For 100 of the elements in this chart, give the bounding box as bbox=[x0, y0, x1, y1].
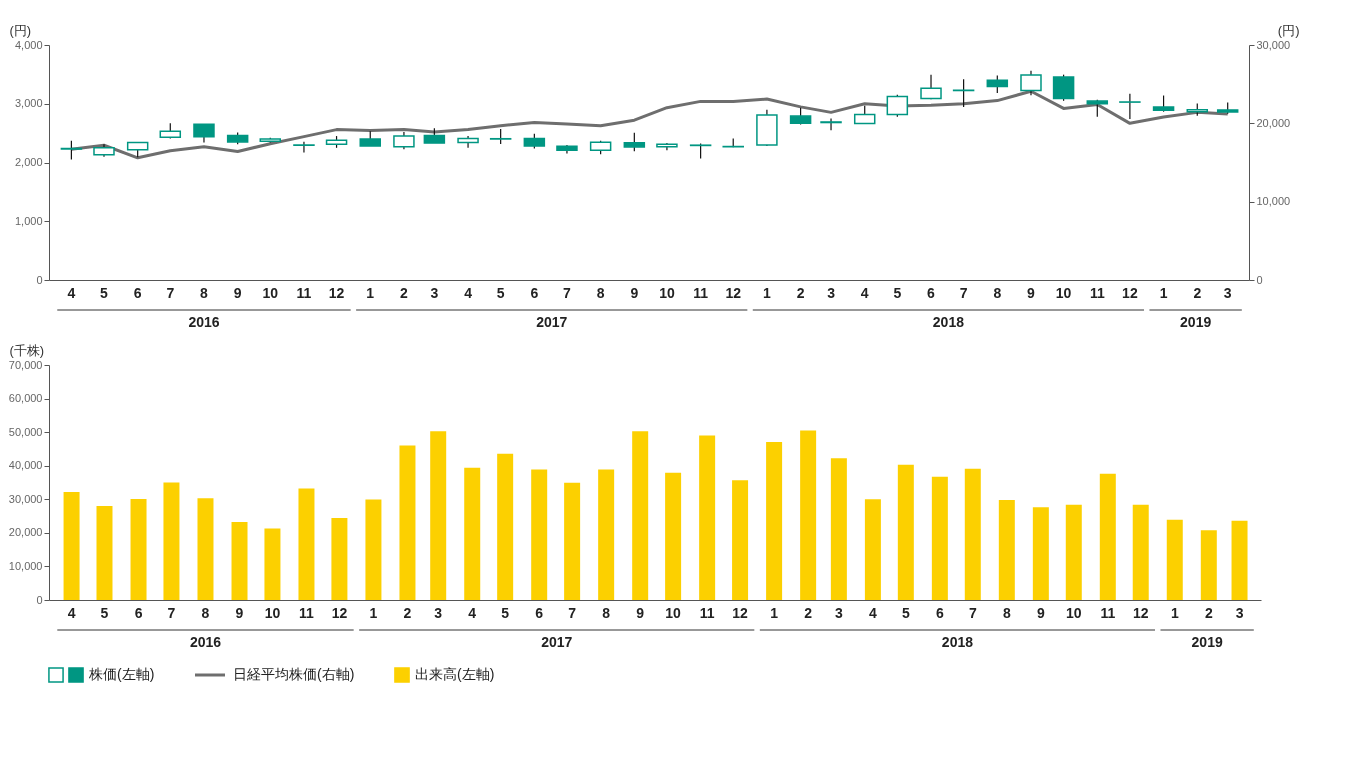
x-tick-label: 7 bbox=[167, 605, 176, 621]
bar bbox=[231, 522, 248, 600]
x-tick-label: 9 bbox=[233, 285, 242, 301]
x-tick-label: 10 bbox=[264, 605, 281, 621]
x-tick-label: 7 bbox=[959, 285, 968, 301]
y2-tick-label: 0 bbox=[1256, 273, 1263, 286]
y-tick-label: 40,000 bbox=[8, 459, 43, 472]
x-tick-label: 8 bbox=[993, 285, 1002, 301]
x-tick-label: 9 bbox=[630, 285, 639, 301]
x-tick-label: 12 bbox=[328, 285, 345, 301]
candlestick bbox=[820, 117, 842, 131]
x-tick-label: 3 bbox=[827, 285, 836, 301]
x-tick-label: 3 bbox=[1223, 285, 1232, 301]
x-tick-label: 8 bbox=[201, 605, 210, 621]
x-tick-label: 6 bbox=[535, 605, 544, 621]
candlestick bbox=[952, 78, 975, 108]
x-tick-label: 9 bbox=[1036, 605, 1045, 621]
y-tick-label: 70,000 bbox=[8, 358, 43, 371]
candlestick bbox=[920, 74, 942, 100]
bar bbox=[732, 480, 749, 600]
bar bbox=[399, 445, 416, 600]
y-tick-label: 50,000 bbox=[8, 425, 43, 438]
candlestick bbox=[1052, 74, 1075, 102]
x-tick-label: 2 bbox=[804, 605, 813, 621]
bar bbox=[1099, 473, 1116, 600]
text: 2019 bbox=[1191, 634, 1223, 650]
y-tick-label: 0 bbox=[36, 273, 43, 286]
x-tick-label: 7 bbox=[563, 285, 572, 301]
text: 2017 bbox=[536, 314, 568, 330]
bar bbox=[1065, 504, 1082, 600]
x-tick-label: 1 bbox=[763, 285, 772, 301]
x-tick-label: 7 bbox=[166, 285, 175, 301]
x-tick-label: 2 bbox=[1204, 605, 1213, 621]
x-tick-label: 1 bbox=[366, 285, 375, 301]
x-tick-label: 2 bbox=[796, 285, 805, 301]
x-tick-label: 5 bbox=[893, 285, 902, 301]
bar bbox=[497, 453, 514, 600]
x-tick-label: 5 bbox=[501, 605, 510, 621]
bar bbox=[998, 499, 1015, 600]
x-tick-label: 4 bbox=[67, 605, 76, 621]
candlestick bbox=[886, 94, 909, 118]
x-tick-label: 10 bbox=[262, 285, 279, 301]
x-tick-label: 2 bbox=[400, 285, 409, 301]
x-tick-label: 6 bbox=[134, 605, 143, 621]
x-tick-label: 2 bbox=[1193, 285, 1202, 301]
x-tick-label: 10 bbox=[1055, 285, 1072, 301]
legend-label: 日経平均株価(右軸) bbox=[233, 666, 355, 682]
y2-tick-label: 10,000 bbox=[1256, 195, 1291, 208]
x-tick-label: 12 bbox=[1122, 285, 1138, 301]
x-tick-label: 5 bbox=[496, 285, 505, 301]
x-tick-label: 12 bbox=[1132, 605, 1149, 621]
x-tick-label: 5 bbox=[100, 605, 109, 621]
x-tick-label: 10 bbox=[665, 605, 682, 621]
x-tick-label: 6 bbox=[935, 605, 944, 621]
x-tick-label: 11 bbox=[1089, 285, 1105, 301]
x-tick-label: 5 bbox=[901, 605, 910, 621]
bar bbox=[96, 506, 113, 600]
x-tick-label: 6 bbox=[530, 285, 539, 301]
x-tick-label: 8 bbox=[1002, 605, 1011, 621]
bar bbox=[632, 431, 649, 600]
y2-tick-label: 30,000 bbox=[1256, 38, 1291, 51]
x-tick-label: 3 bbox=[834, 605, 843, 621]
y-tick-label: 20,000 bbox=[8, 526, 43, 539]
legend-label: 株価(左軸) bbox=[88, 666, 155, 682]
y-tick-label: 3,000 bbox=[14, 97, 43, 110]
candlestick bbox=[293, 141, 315, 154]
x-tick-label: 10 bbox=[1065, 605, 1082, 621]
text: 2019 bbox=[1180, 314, 1212, 330]
x-tick-label: 4 bbox=[468, 605, 477, 621]
x-tick-label: 6 bbox=[927, 285, 936, 301]
bar bbox=[531, 469, 548, 600]
text: 2016 bbox=[189, 634, 222, 650]
bar bbox=[1200, 530, 1217, 600]
bar bbox=[430, 431, 447, 600]
x-tick-label: 4 bbox=[464, 285, 473, 301]
x-tick-label: 3 bbox=[430, 285, 439, 301]
text: 2016 bbox=[188, 314, 220, 330]
x-tick-label: 9 bbox=[1027, 285, 1036, 301]
x-tick-label: 3 bbox=[1235, 605, 1244, 621]
x-tick-label: 3 bbox=[434, 605, 443, 621]
x-tick-label: 2 bbox=[403, 605, 412, 621]
y-tick-label: 2,000 bbox=[14, 156, 43, 168]
candlestick bbox=[623, 132, 646, 152]
bar bbox=[665, 472, 682, 600]
x-tick-label: 1 bbox=[369, 605, 378, 621]
y-axis-title: (千株) bbox=[9, 342, 45, 358]
x-tick-label: 1 bbox=[1159, 285, 1168, 301]
bar bbox=[766, 441, 783, 600]
bar bbox=[63, 491, 80, 600]
bar bbox=[464, 467, 481, 600]
x-tick-label: 8 bbox=[596, 285, 605, 301]
y-tick-label: 1,000 bbox=[14, 214, 43, 227]
y2-axis-title: (円) bbox=[1277, 22, 1300, 38]
bar bbox=[1132, 504, 1149, 600]
candlestick bbox=[457, 135, 479, 149]
text: 2017 bbox=[541, 634, 573, 650]
bar bbox=[197, 498, 214, 600]
legend-label: 出来高(左軸) bbox=[415, 666, 495, 682]
x-tick-label: 12 bbox=[725, 285, 742, 301]
y-tick-label: 0 bbox=[36, 593, 43, 606]
